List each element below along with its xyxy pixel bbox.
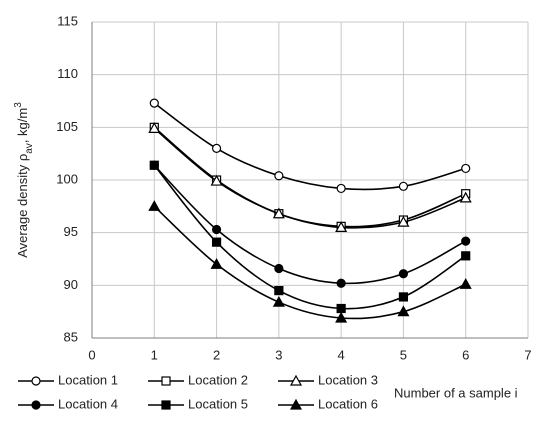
y-axis-label: Average density ρav, kg/m3 — [13, 102, 35, 258]
y-tick-label: 110 — [57, 66, 78, 81]
marker — [459, 278, 472, 289]
series-line — [153, 205, 467, 320]
y-tick-label: 85 — [64, 329, 78, 344]
y-axis-label-part: , kg/m — [15, 108, 30, 143]
x-tick-label: 7 — [524, 347, 531, 362]
marker — [335, 311, 348, 323]
marker — [148, 122, 161, 133]
series-line — [153, 164, 467, 310]
y-tick-label: 95 — [64, 224, 78, 239]
y-tick-label: 90 — [64, 277, 78, 292]
x-tick-label: 0 — [88, 347, 95, 362]
marker — [210, 174, 223, 186]
marker — [459, 191, 472, 203]
marker — [397, 215, 410, 227]
marker — [289, 374, 303, 386]
marker — [149, 98, 159, 108]
series-line — [153, 102, 466, 191]
x-tick-label: 4 — [338, 347, 345, 362]
y-tick-label: 105 — [56, 119, 78, 134]
y-tick-label: 100 — [56, 171, 78, 186]
marker — [336, 303, 346, 314]
legend-label: Location 6 — [318, 396, 378, 411]
legend-label: Location 4 — [58, 396, 118, 411]
marker — [461, 163, 471, 174]
marker — [161, 400, 171, 410]
x-axis-label: Number of a sample i — [394, 385, 518, 400]
marker — [274, 263, 284, 274]
x-tick-label: 2 — [213, 347, 220, 362]
marker — [274, 171, 284, 181]
series-line — [153, 164, 467, 285]
y-axis-label-part: av — [24, 143, 35, 154]
y-axis-label-part: Average density ρ — [15, 154, 30, 258]
series-line — [153, 127, 467, 229]
marker — [289, 398, 303, 410]
marker — [211, 143, 222, 153]
marker — [336, 183, 346, 194]
marker — [461, 251, 471, 261]
marker — [31, 400, 41, 410]
legend-label: Location 2 — [188, 372, 248, 387]
marker — [149, 160, 159, 170]
marker — [211, 237, 222, 247]
marker — [461, 236, 471, 246]
marker — [272, 207, 285, 219]
marker — [336, 278, 346, 288]
x-tick-label: 5 — [400, 347, 407, 362]
legend-label: Location 1 — [58, 372, 118, 387]
legend-label: Location 3 — [318, 372, 378, 387]
legend-label: Location 5 — [188, 396, 248, 411]
marker — [211, 224, 222, 235]
y-tick-label: 115 — [57, 13, 78, 28]
x-tick-label: 6 — [462, 347, 469, 362]
marker — [161, 376, 171, 386]
marker — [335, 221, 348, 232]
x-tick-label: 3 — [275, 347, 282, 362]
marker — [398, 292, 409, 302]
marker — [274, 286, 284, 296]
series-line — [153, 126, 467, 228]
marker — [272, 295, 285, 307]
marker — [31, 376, 41, 386]
marker — [210, 258, 223, 269]
marker — [148, 200, 161, 211]
marker — [398, 181, 409, 191]
y-axis-label-part: 3 — [13, 102, 24, 108]
marker — [397, 305, 410, 317]
x-tick-label: 1 — [151, 347, 158, 362]
marker — [398, 269, 409, 279]
